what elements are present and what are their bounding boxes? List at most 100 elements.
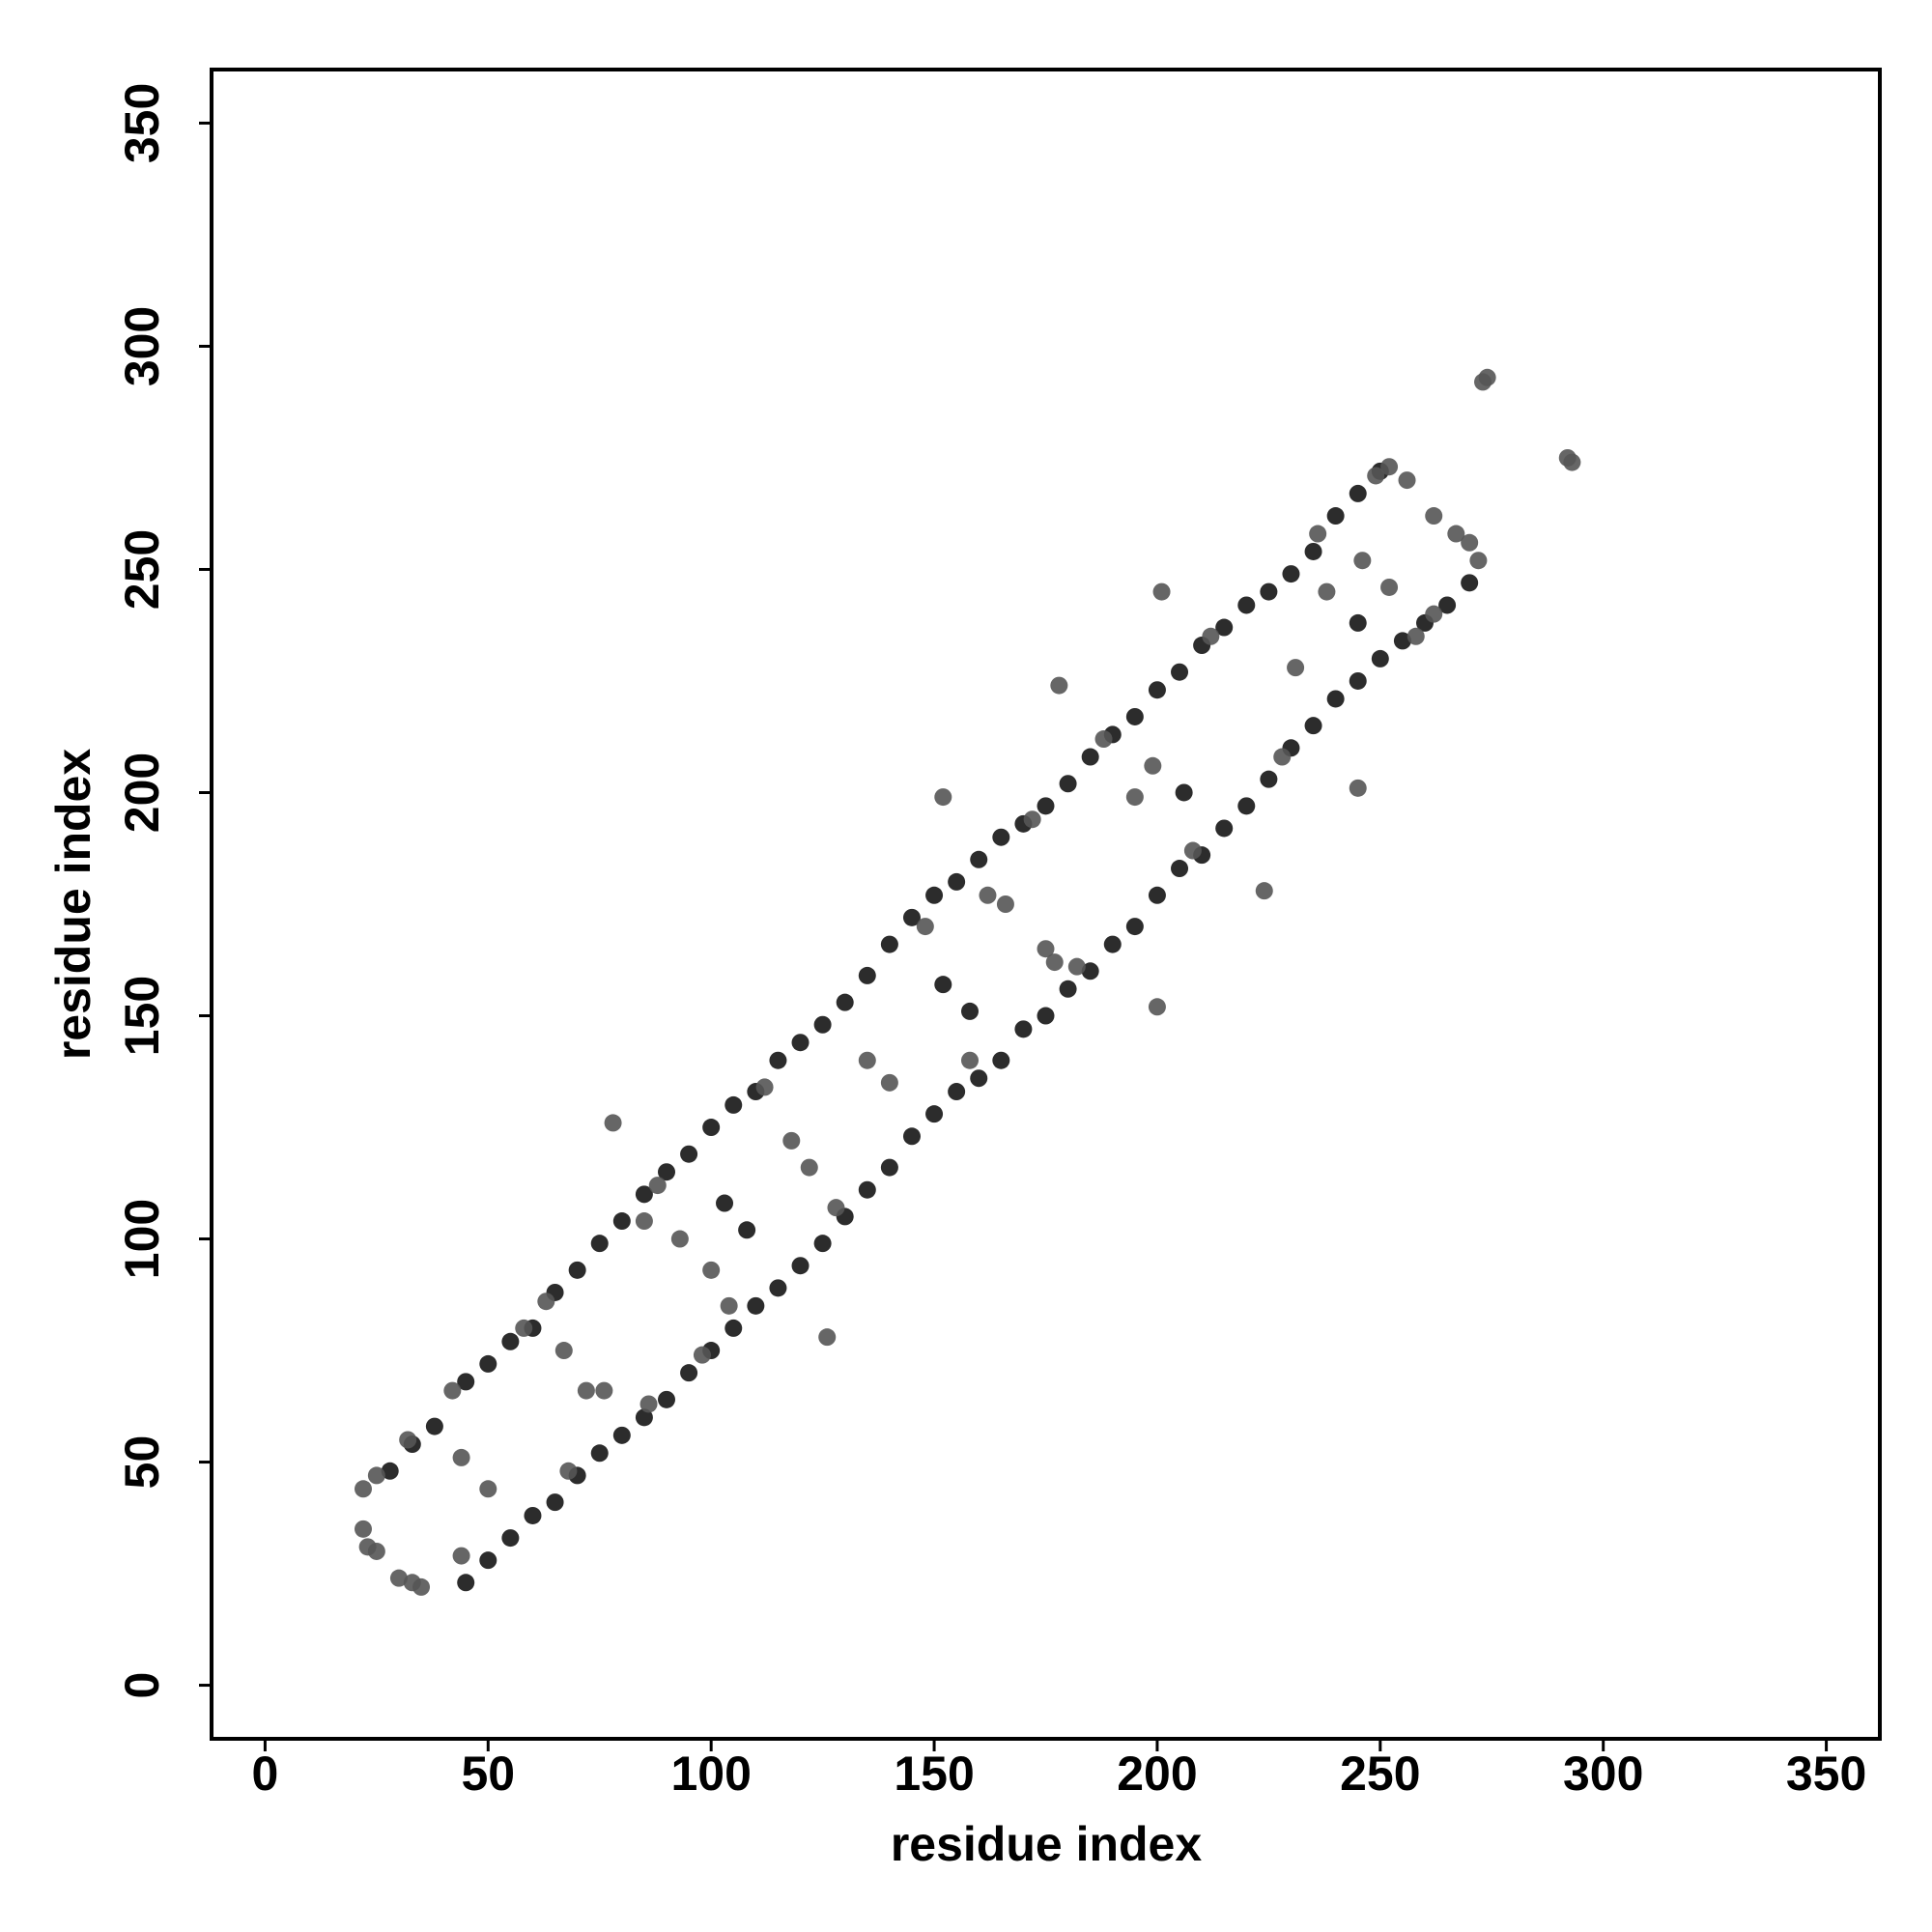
point <box>1014 1020 1033 1038</box>
point <box>948 1083 966 1101</box>
y-tick-label: 300 <box>115 306 169 386</box>
point <box>1255 882 1273 900</box>
point <box>1304 542 1322 560</box>
point <box>813 1235 832 1253</box>
point <box>720 1296 738 1315</box>
point <box>639 1395 658 1413</box>
point <box>389 1569 408 1587</box>
point <box>902 1127 921 1146</box>
point <box>925 1105 944 1123</box>
point <box>1380 458 1399 476</box>
point <box>1380 578 1399 596</box>
point <box>658 1163 675 1181</box>
point <box>1059 775 1077 793</box>
x-tick-label: 100 <box>670 1747 751 1801</box>
point <box>635 1212 653 1231</box>
point <box>791 1034 810 1052</box>
point <box>970 1069 988 1088</box>
point <box>961 1002 979 1020</box>
point <box>1125 918 1144 936</box>
y-tick-label: 0 <box>115 1672 169 1699</box>
point <box>1081 748 1099 766</box>
point <box>1125 788 1144 807</box>
point <box>934 788 952 807</box>
point <box>1367 467 1385 485</box>
point <box>961 1051 979 1069</box>
point <box>1425 605 1443 623</box>
point <box>658 1390 675 1408</box>
point <box>1059 980 1077 998</box>
point <box>635 1185 653 1204</box>
point <box>1144 756 1162 775</box>
point <box>1353 552 1372 570</box>
point <box>1406 627 1425 645</box>
point <box>1469 552 1488 570</box>
point <box>818 1328 837 1347</box>
point <box>501 1332 520 1350</box>
point <box>1081 962 1099 980</box>
point <box>443 1381 462 1400</box>
y-tick-label: 50 <box>115 1435 169 1490</box>
point <box>1398 471 1416 490</box>
point <box>1215 819 1234 838</box>
point <box>479 1551 497 1570</box>
x-tick-label: 300 <box>1563 1747 1643 1801</box>
y-tick-label: 250 <box>115 529 169 610</box>
point <box>355 1520 372 1538</box>
point <box>680 1145 698 1163</box>
point <box>992 828 1010 846</box>
point <box>1393 632 1411 650</box>
point <box>590 1444 609 1463</box>
point <box>1148 681 1166 699</box>
point <box>1309 525 1327 543</box>
point <box>612 1426 631 1444</box>
point <box>827 1199 845 1217</box>
point <box>515 1319 533 1337</box>
y-axis-label: residue index <box>46 749 100 1061</box>
x-tick-label: 350 <box>1786 1747 1866 1801</box>
point <box>670 1230 689 1248</box>
point <box>1202 627 1220 645</box>
point <box>747 1296 765 1315</box>
point <box>992 1051 1010 1069</box>
point <box>1125 707 1144 725</box>
point <box>1171 860 1189 878</box>
point <box>590 1235 609 1253</box>
point <box>1260 582 1278 601</box>
point <box>934 976 952 994</box>
point <box>1175 783 1193 802</box>
point <box>1037 1007 1055 1025</box>
point <box>716 1194 734 1212</box>
point <box>702 1261 721 1279</box>
point <box>858 1051 876 1069</box>
point <box>1304 717 1322 735</box>
point <box>769 1279 787 1297</box>
point <box>595 1381 613 1400</box>
point <box>1461 574 1479 592</box>
y-tick-label: 100 <box>115 1199 169 1279</box>
point <box>568 1261 586 1279</box>
point <box>858 966 876 984</box>
x-tick-label: 0 <box>252 1747 279 1801</box>
point <box>693 1346 711 1364</box>
point <box>1103 935 1122 953</box>
x-tick-label: 200 <box>1117 1747 1197 1801</box>
point <box>836 993 854 1011</box>
point <box>1067 957 1086 976</box>
point <box>782 1131 801 1150</box>
point <box>1171 663 1189 681</box>
point <box>412 1577 431 1596</box>
point <box>925 886 944 904</box>
point <box>1045 953 1064 972</box>
point <box>1037 940 1055 958</box>
point <box>367 1542 385 1560</box>
point <box>1349 484 1367 502</box>
point <box>604 1114 622 1132</box>
point <box>979 886 997 904</box>
point <box>858 1180 876 1199</box>
point <box>1563 453 1581 471</box>
y-tick-label: 200 <box>115 753 169 833</box>
point <box>381 1462 399 1480</box>
point <box>1326 507 1345 526</box>
